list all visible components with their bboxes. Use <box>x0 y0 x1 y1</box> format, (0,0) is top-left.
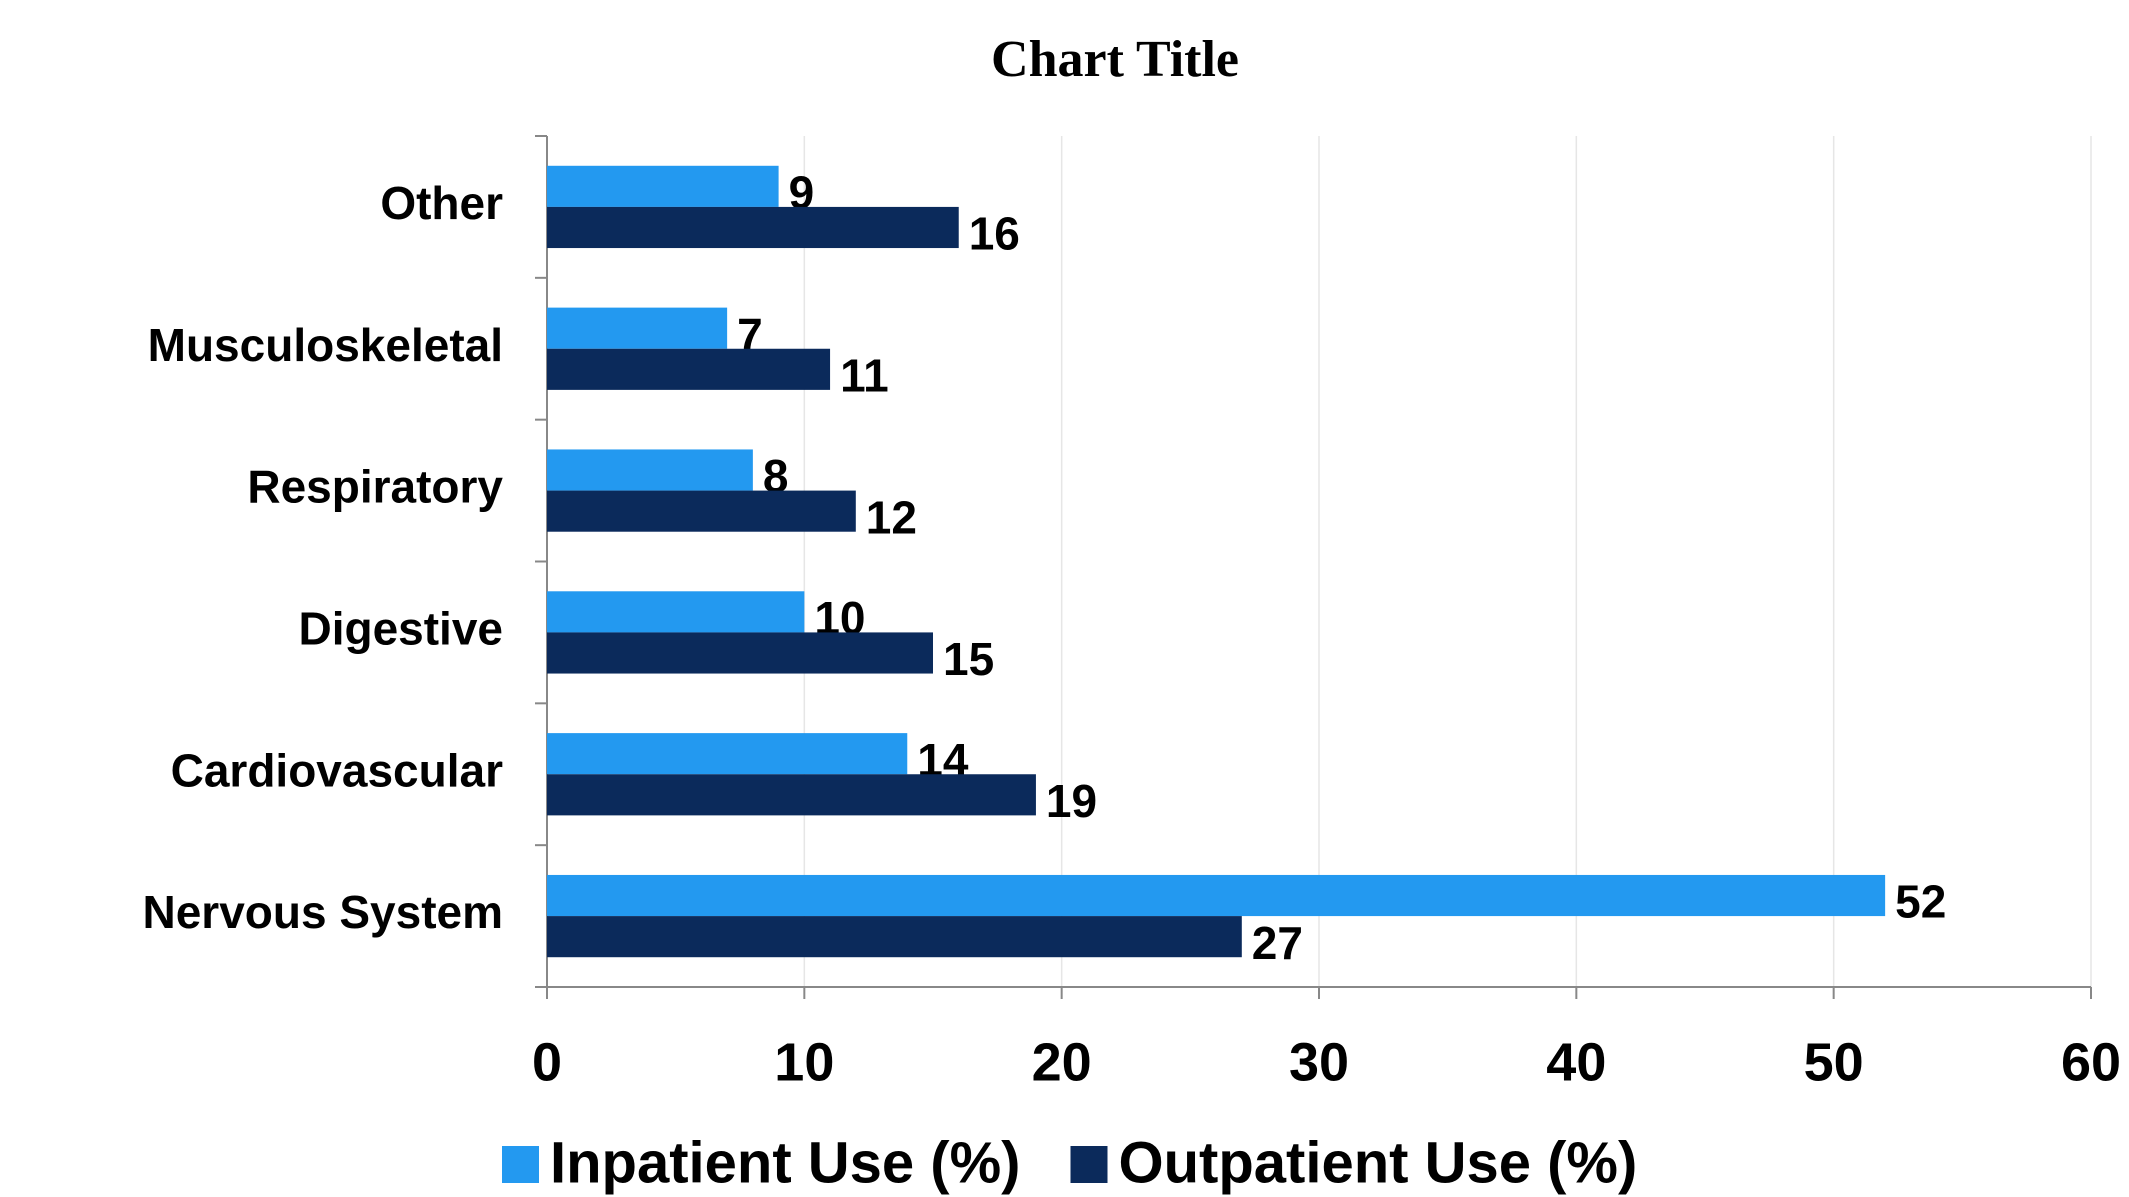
y-tick-label: Nervous System <box>143 886 504 938</box>
data-label: 19 <box>1046 775 1097 827</box>
x-tick-label: 0 <box>532 1032 562 1092</box>
x-tick-label: 50 <box>1804 1032 1864 1092</box>
y-tick-label: Digestive <box>298 603 503 655</box>
bar <box>547 490 856 532</box>
data-label: 27 <box>1252 917 1303 969</box>
y-tick-label: Musculoskeletal <box>148 319 503 371</box>
bar <box>547 916 1242 958</box>
data-label: 52 <box>1895 876 1946 928</box>
x-tick-label: 10 <box>774 1032 834 1092</box>
data-label: 15 <box>943 633 994 685</box>
y-tick-label: Cardiovascular <box>171 744 503 796</box>
bar <box>547 307 728 349</box>
y-tick-label: Respiratory <box>247 461 503 513</box>
chart-title: Chart Title <box>991 31 1239 88</box>
legend-label: Outpatient Use (%) <box>1119 1130 1638 1195</box>
bar <box>547 733 908 775</box>
bar <box>547 348 831 390</box>
bar <box>547 591 805 633</box>
x-tick-label: 20 <box>1032 1032 1092 1092</box>
data-label: 16 <box>969 208 1020 260</box>
y-tick-label: Other <box>380 177 503 229</box>
bar <box>547 632 933 674</box>
x-tick-label: 40 <box>1546 1032 1606 1092</box>
data-label: 11 <box>840 349 889 401</box>
bar <box>547 874 1886 917</box>
legend-label: Inpatient Use (%) <box>550 1130 1021 1195</box>
bar <box>547 449 753 491</box>
legend-swatch <box>1070 1146 1108 1183</box>
legend-swatch <box>502 1146 539 1183</box>
bar <box>547 206 959 249</box>
bar <box>547 165 779 207</box>
x-tick-label: 30 <box>1289 1032 1349 1092</box>
data-label: 12 <box>866 491 917 543</box>
bar <box>547 774 1036 816</box>
x-tick-label: 60 <box>2061 1032 2121 1092</box>
